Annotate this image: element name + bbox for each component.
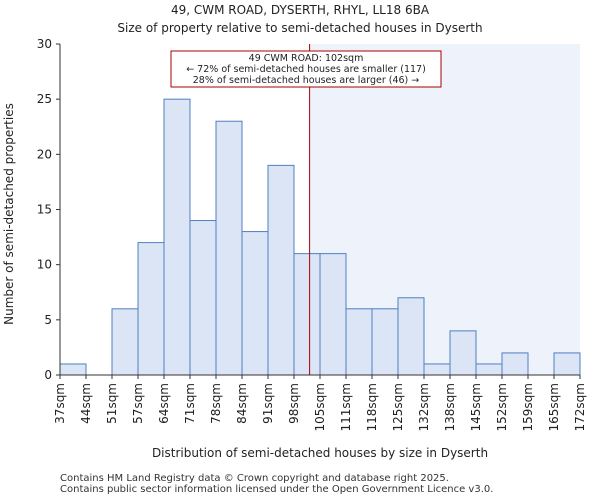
y-tick-label: 0 (44, 368, 52, 382)
x-tick-label: 159sqm (521, 383, 535, 431)
x-tick-label: 98sqm (287, 383, 301, 424)
x-tick-label: 64sqm (157, 383, 171, 424)
y-ticks-group: 0 5 10 15 20 25 30 (37, 37, 60, 382)
chart-subtitle: Size of property relative to semi-detach… (117, 21, 482, 35)
x-axis-label: Distribution of semi-detached houses by … (152, 446, 488, 460)
annotation-line: 49 CWM ROAD: 102sqm (249, 53, 364, 64)
footer-attribution: Contains HM Land Registry data © Crown c… (60, 473, 493, 495)
footer-line-2: Contains public sector information licen… (60, 484, 494, 495)
histogram-bar (215, 120, 243, 376)
histogram-bar (137, 242, 165, 376)
histogram-bar (449, 330, 477, 376)
x-tick-label: 44sqm (79, 383, 93, 424)
histogram-bar (345, 308, 373, 376)
histogram-bar (59, 363, 87, 376)
bars-group (59, 98, 581, 376)
histogram-bar (475, 363, 503, 376)
x-tick-label: 145sqm (469, 383, 483, 431)
histogram-bar (553, 352, 581, 376)
x-tick-label: 132sqm (417, 383, 431, 431)
histogram-bar (397, 297, 425, 376)
annotation-box (170, 50, 442, 88)
x-tick-label: 71sqm (183, 383, 197, 424)
annotation-line: ← 72% of semi-detached houses are smalle… (186, 64, 426, 75)
x-tick-label: 105sqm (313, 383, 327, 431)
histogram-bar (189, 220, 217, 376)
histogram-bar (501, 352, 529, 376)
y-tick-label: 10 (37, 258, 52, 272)
x-tick-label: 138sqm (443, 383, 457, 431)
x-ticks-group: 37sqm 44sqm 51sqm 57sqm 64sqm 71sqm 78sqm 84sqm… (53, 375, 587, 431)
chart-title: 49, CWM ROAD, DYSERTH, RHYL, LL18 6BA (171, 3, 430, 17)
y-tick-label: 25 (37, 92, 52, 106)
marker-group: 49 CWM ROAD: 102sqm← 72% of semi-detache… (170, 44, 442, 375)
x-tick-label: 111sqm (339, 383, 353, 431)
x-tick-label: 152sqm (495, 383, 509, 431)
histogram-bar (111, 308, 139, 376)
y-axis-label: Number of semi-detached properties (2, 103, 16, 325)
y-tick-label: 20 (37, 147, 52, 161)
x-tick-label: 51sqm (105, 383, 119, 424)
histogram-bar (163, 98, 191, 376)
x-tick-label: 84sqm (235, 383, 249, 424)
histogram-bar (371, 308, 399, 376)
histogram-bar (293, 253, 321, 376)
y-tick-label: 5 (44, 313, 52, 327)
x-tick-label: 57sqm (131, 383, 145, 424)
y-tick-label: 30 (37, 37, 52, 51)
annotation-line: 28% of semi-detached houses are larger (… (193, 75, 420, 86)
histogram-bar (319, 253, 347, 376)
histogram-bar (241, 231, 269, 376)
x-tick-label: 78sqm (209, 383, 223, 424)
x-tick-label: 37sqm (53, 383, 67, 424)
x-tick-label: 125sqm (391, 383, 405, 431)
x-tick-label: 165sqm (547, 383, 561, 431)
y-tick-label: 15 (37, 203, 52, 217)
x-tick-label: 118sqm (365, 383, 379, 431)
x-tick-label: 91sqm (261, 383, 275, 424)
histogram-bar (423, 363, 451, 376)
histogram-bar (267, 164, 295, 376)
footer-line-1: Contains HM Land Registry data © Crown c… (60, 473, 449, 484)
x-tick-label: 172sqm (573, 383, 587, 431)
